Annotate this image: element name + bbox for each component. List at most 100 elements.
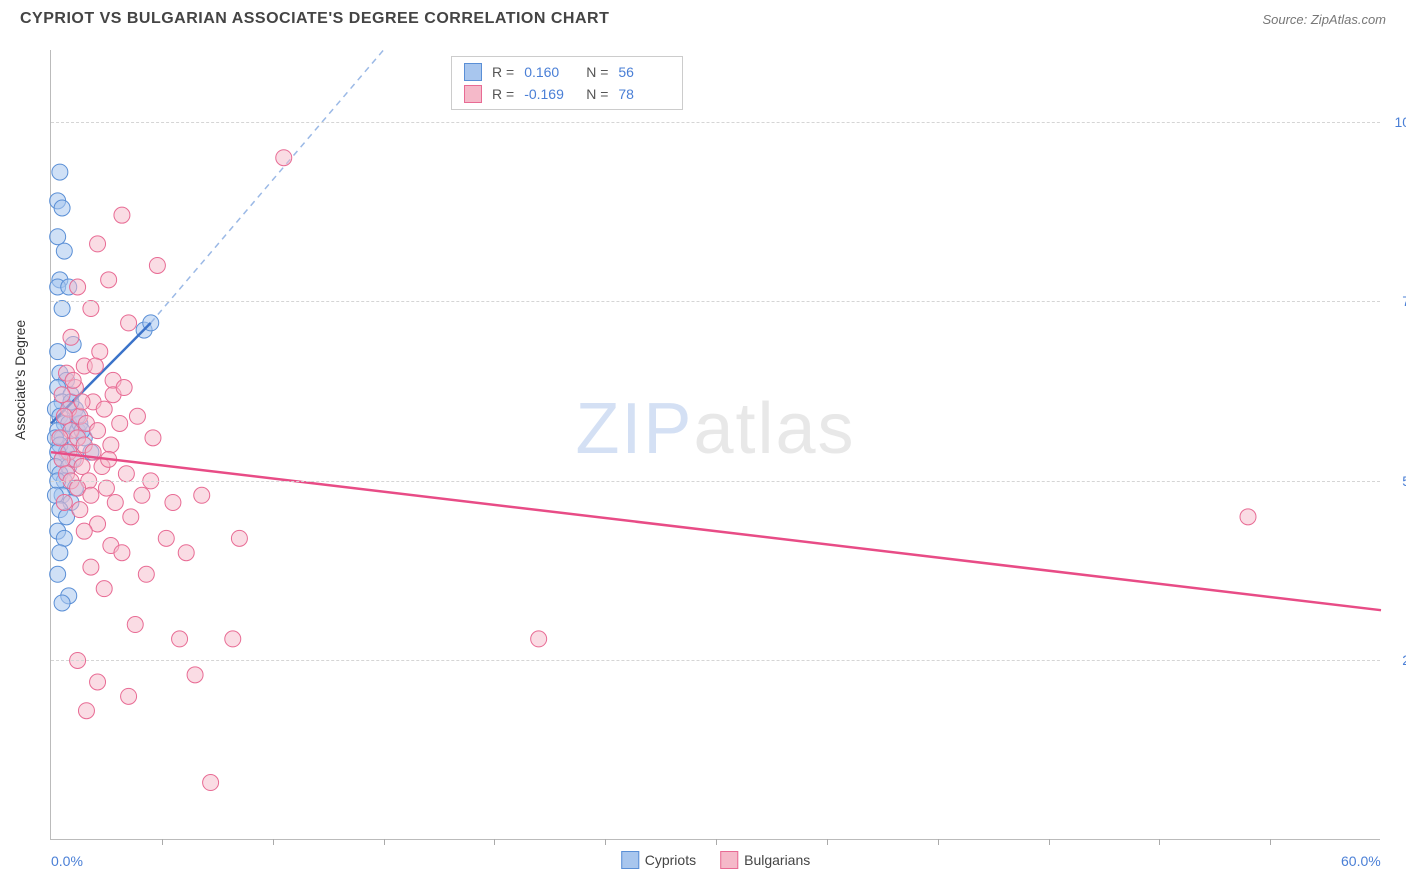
swatch-bulgarians-icon xyxy=(720,851,738,869)
data-point-bulgarians xyxy=(203,775,219,791)
chart-title: CYPRIOT VS BULGARIAN ASSOCIATE'S DEGREE … xyxy=(20,10,609,28)
data-point-bulgarians xyxy=(158,530,174,546)
data-point-bulgarians xyxy=(74,394,90,410)
data-point-bulgarians xyxy=(56,408,72,424)
data-point-bulgarians xyxy=(56,494,72,510)
data-point-bulgarians xyxy=(231,530,247,546)
gridline-h xyxy=(51,481,1380,482)
data-point-cypriots xyxy=(54,301,70,317)
n-value-bulgarians: 78 xyxy=(618,83,670,105)
r-label: R = xyxy=(492,83,514,105)
data-point-bulgarians xyxy=(96,581,112,597)
y-tick-label: 50.0% xyxy=(1402,473,1406,489)
data-point-bulgarians xyxy=(74,459,90,475)
data-point-bulgarians xyxy=(112,415,128,431)
data-point-bulgarians xyxy=(129,408,145,424)
data-point-bulgarians xyxy=(531,631,547,647)
data-point-bulgarians xyxy=(194,487,210,503)
swatch-cypriots-icon xyxy=(621,851,639,869)
data-point-bulgarians xyxy=(145,430,161,446)
data-point-bulgarians xyxy=(114,207,130,223)
x-tick-label: 60.0% xyxy=(1341,853,1381,869)
x-tick xyxy=(1049,839,1050,845)
x-tick xyxy=(1159,839,1160,845)
trend-line-dashed-cypriots xyxy=(151,50,384,323)
data-point-bulgarians xyxy=(98,480,114,496)
data-point-bulgarians xyxy=(114,545,130,561)
data-point-bulgarians xyxy=(121,688,137,704)
data-point-bulgarians xyxy=(138,566,154,582)
data-point-bulgarians xyxy=(96,401,112,417)
data-point-bulgarians xyxy=(116,380,132,396)
data-point-bulgarians xyxy=(83,301,99,317)
legend-label-bulgarians: Bulgarians xyxy=(744,852,810,868)
series-legend: Cypriots Bulgarians xyxy=(621,851,811,869)
data-point-cypriots xyxy=(52,164,68,180)
legend-label-cypriots: Cypriots xyxy=(645,852,696,868)
x-tick xyxy=(605,839,606,845)
r-label: R = xyxy=(492,61,514,83)
data-point-cypriots xyxy=(54,200,70,216)
data-point-bulgarians xyxy=(1240,509,1256,525)
legend-item-bulgarians: Bulgarians xyxy=(720,851,810,869)
data-point-cypriots xyxy=(50,344,66,360)
x-tick xyxy=(827,839,828,845)
r-value-cypriots: 0.160 xyxy=(524,61,576,83)
legend-item-cypriots: Cypriots xyxy=(621,851,696,869)
data-point-cypriots xyxy=(56,530,72,546)
data-point-bulgarians xyxy=(90,674,106,690)
x-tick xyxy=(938,839,939,845)
data-point-bulgarians xyxy=(70,279,86,295)
gridline-h xyxy=(51,660,1380,661)
data-point-bulgarians xyxy=(76,523,92,539)
data-point-bulgarians xyxy=(92,344,108,360)
n-label: N = xyxy=(586,61,608,83)
x-tick xyxy=(273,839,274,845)
x-tick xyxy=(162,839,163,845)
data-point-bulgarians xyxy=(87,358,103,374)
data-point-bulgarians xyxy=(149,257,165,273)
data-point-bulgarians xyxy=(90,236,106,252)
data-point-bulgarians xyxy=(187,667,203,683)
data-point-bulgarians xyxy=(78,703,94,719)
data-point-bulgarians xyxy=(123,509,139,525)
y-tick-label: 25.0% xyxy=(1402,652,1406,668)
data-point-bulgarians xyxy=(178,545,194,561)
data-point-bulgarians xyxy=(52,430,68,446)
data-point-bulgarians xyxy=(107,494,123,510)
swatch-cypriots xyxy=(464,63,482,81)
r-value-bulgarians: -0.169 xyxy=(524,83,576,105)
data-point-cypriots xyxy=(50,566,66,582)
x-tick xyxy=(1270,839,1271,845)
data-point-bulgarians xyxy=(225,631,241,647)
n-value-cypriots: 56 xyxy=(618,61,670,83)
data-point-bulgarians xyxy=(276,150,292,166)
gridline-h xyxy=(51,301,1380,302)
data-point-cypriots xyxy=(56,243,72,259)
data-point-bulgarians xyxy=(63,329,79,345)
gridline-h xyxy=(51,122,1380,123)
data-point-cypriots xyxy=(52,545,68,561)
data-point-cypriots xyxy=(54,595,70,611)
data-point-bulgarians xyxy=(65,372,81,388)
chart-plot-area: ZIPatlas R = 0.160 N = 56 R = -0.169 N =… xyxy=(50,50,1380,840)
data-point-bulgarians xyxy=(101,272,117,288)
data-point-cypriots xyxy=(50,229,66,245)
data-point-bulgarians xyxy=(54,387,70,403)
x-tick xyxy=(716,839,717,845)
y-axis-label: Associate's Degree xyxy=(12,320,28,440)
stats-row-bulgarians: R = -0.169 N = 78 xyxy=(464,83,670,105)
data-point-bulgarians xyxy=(134,487,150,503)
data-point-bulgarians xyxy=(90,423,106,439)
x-tick xyxy=(494,839,495,845)
data-point-bulgarians xyxy=(83,487,99,503)
data-point-bulgarians xyxy=(103,437,119,453)
n-label: N = xyxy=(586,83,608,105)
stats-legend: R = 0.160 N = 56 R = -0.169 N = 78 xyxy=(451,56,683,110)
data-point-bulgarians xyxy=(118,466,134,482)
trend-line-bulgarians xyxy=(51,452,1381,610)
data-point-bulgarians xyxy=(165,494,181,510)
swatch-bulgarians xyxy=(464,85,482,103)
data-point-bulgarians xyxy=(172,631,188,647)
y-tick-label: 100.0% xyxy=(1395,114,1406,130)
